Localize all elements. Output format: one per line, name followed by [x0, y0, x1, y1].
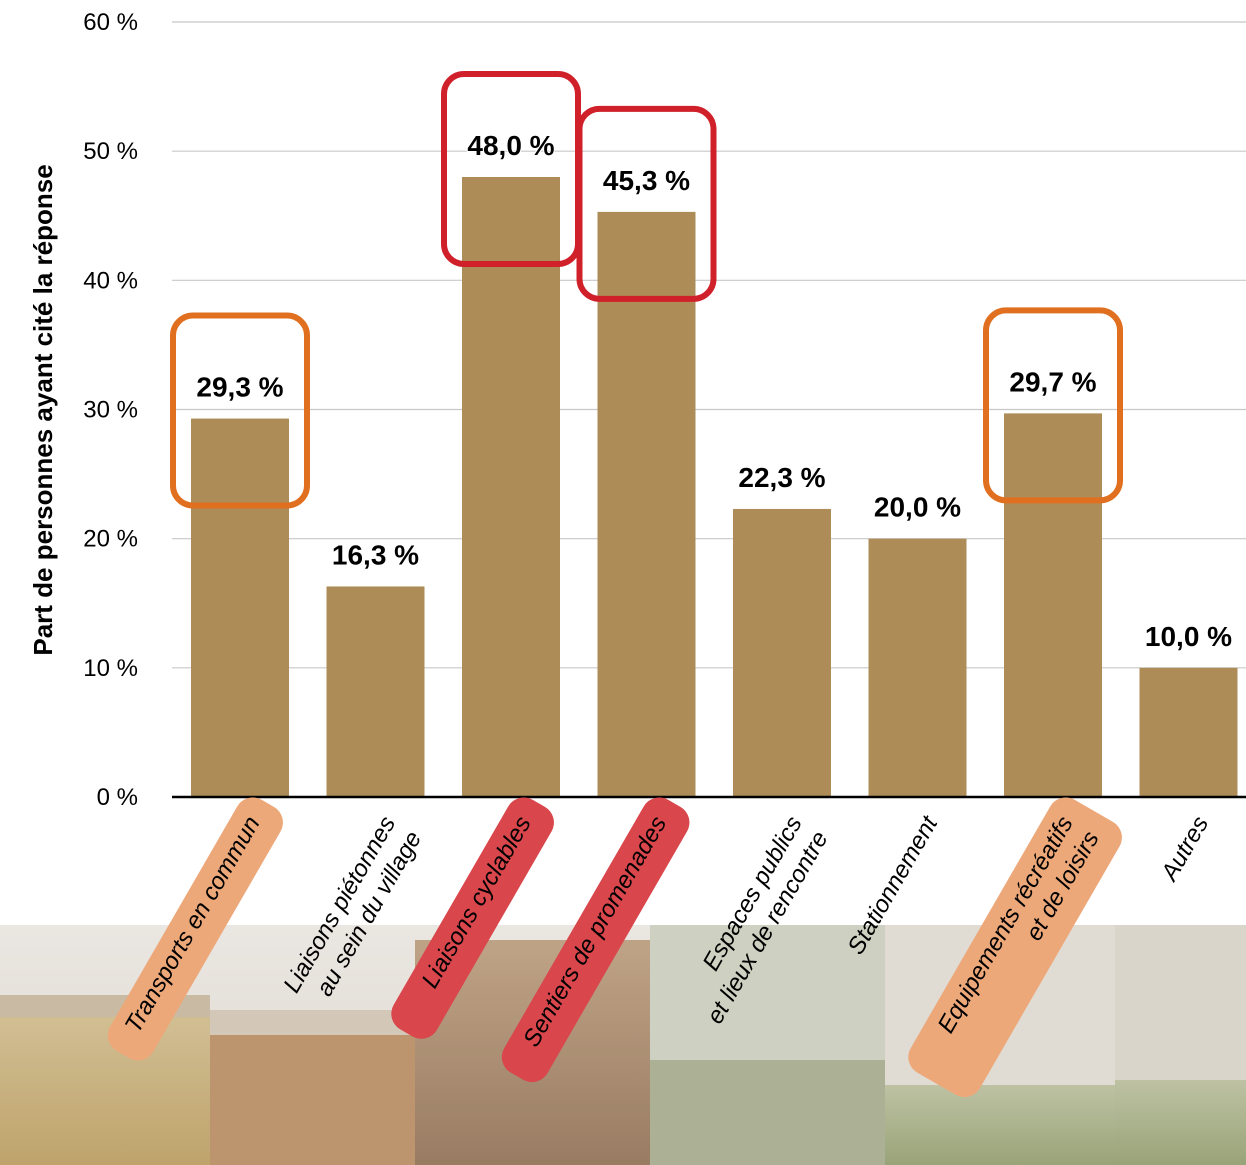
y-tick-label: 60 % [83, 9, 138, 36]
bar [597, 211, 696, 797]
value-label: 10,0 % [1145, 621, 1232, 652]
y-axis-ticks: 0 % 10 % 20 % 30 % 40 % 50 % 60 % [83, 9, 138, 811]
y-tick-label: 30 % [83, 397, 138, 424]
bar [191, 418, 289, 797]
category-label-line: Autres [1155, 812, 1214, 887]
category-label-highlight [501, 797, 690, 1083]
category-label: Autres [1155, 812, 1214, 887]
y-tick-label: 40 % [83, 267, 138, 294]
value-label: 45,3 % [603, 165, 690, 196]
bars [191, 177, 1238, 797]
value-label: 22,3 % [738, 462, 825, 493]
value-label: 29,3 % [196, 372, 283, 403]
bar [733, 508, 831, 797]
value-label: 16,3 % [332, 539, 419, 570]
highlight-box [576, 105, 717, 302]
category-label-highlight [107, 797, 283, 1061]
y-tick-label: 50 % [83, 138, 138, 165]
category-label-highlight [908, 797, 1122, 1098]
highlight-boxes [170, 71, 1123, 509]
value-label: 29,7 % [1009, 366, 1096, 397]
bar [462, 177, 560, 797]
value-label: 48,0 % [467, 130, 554, 161]
highlight-box [170, 312, 310, 509]
bar [868, 538, 967, 797]
bar [326, 586, 425, 797]
value-label: 20,0 % [874, 492, 961, 523]
y-tick-label: 10 % [83, 655, 138, 682]
category-label-highlight [391, 797, 554, 1039]
bar [1004, 413, 1102, 797]
bar [1139, 667, 1238, 797]
y-axis-label: Part de personnes ayant cité la réponse [28, 164, 58, 655]
y-tick-label: 0 % [97, 784, 138, 811]
value-labels: 29,3 % 16,3 % 48,0 % 45,3 % 22,3 % 20,0 % 29,7… [195, 129, 1233, 653]
y-tick-label: 20 % [83, 526, 138, 553]
highlight-box [983, 307, 1123, 504]
